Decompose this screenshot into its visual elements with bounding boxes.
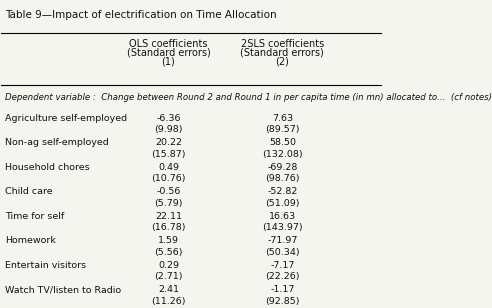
Text: Non-ag self-employed: Non-ag self-employed bbox=[5, 138, 109, 147]
Text: -71.97: -71.97 bbox=[267, 236, 298, 245]
Text: 0.29: 0.29 bbox=[158, 261, 179, 270]
Text: (89.57): (89.57) bbox=[265, 125, 300, 134]
Text: (92.85): (92.85) bbox=[265, 297, 300, 306]
Text: (Standard errors): (Standard errors) bbox=[241, 48, 324, 58]
Text: (15.87): (15.87) bbox=[151, 150, 185, 159]
Text: (132.08): (132.08) bbox=[262, 150, 303, 159]
Text: 16.63: 16.63 bbox=[269, 212, 296, 221]
Text: Homework: Homework bbox=[5, 236, 56, 245]
Text: (16.78): (16.78) bbox=[151, 223, 185, 232]
Text: (51.09): (51.09) bbox=[265, 199, 300, 208]
Text: 2.41: 2.41 bbox=[158, 286, 179, 294]
Text: 1.59: 1.59 bbox=[158, 236, 179, 245]
Text: OLS coefficients: OLS coefficients bbox=[129, 39, 208, 49]
Text: (11.26): (11.26) bbox=[151, 297, 185, 306]
Text: (2.71): (2.71) bbox=[154, 272, 183, 281]
Text: 58.50: 58.50 bbox=[269, 138, 296, 147]
Text: (2): (2) bbox=[276, 57, 289, 67]
Text: Dependent variable :  Change between Round 2 and Round 1 in per capita time (in : Dependent variable : Change between Roun… bbox=[5, 93, 492, 102]
Text: Watch TV/listen to Radio: Watch TV/listen to Radio bbox=[5, 286, 122, 294]
Text: (1): (1) bbox=[161, 57, 175, 67]
Text: (5.79): (5.79) bbox=[154, 199, 183, 208]
Text: (5.56): (5.56) bbox=[154, 248, 183, 257]
Text: -69.28: -69.28 bbox=[267, 163, 298, 172]
Text: 0.49: 0.49 bbox=[158, 163, 179, 172]
Text: -7.17: -7.17 bbox=[270, 261, 295, 270]
Text: Table 9—Impact of electrification on Time Allocation: Table 9—Impact of electrification on Tim… bbox=[5, 10, 277, 20]
Text: (Standard errors): (Standard errors) bbox=[126, 48, 211, 58]
Text: (22.26): (22.26) bbox=[265, 272, 300, 281]
Text: Agriculture self-employed: Agriculture self-employed bbox=[5, 114, 127, 123]
Text: (10.76): (10.76) bbox=[151, 174, 185, 183]
Text: 7.63: 7.63 bbox=[272, 114, 293, 123]
Text: Entertain visitors: Entertain visitors bbox=[5, 261, 86, 270]
Text: -52.82: -52.82 bbox=[267, 187, 298, 196]
Text: -0.56: -0.56 bbox=[156, 187, 181, 196]
Text: 22.11: 22.11 bbox=[155, 212, 182, 221]
Text: (98.76): (98.76) bbox=[265, 174, 300, 183]
Text: (143.97): (143.97) bbox=[262, 223, 303, 232]
Text: Time for self: Time for self bbox=[5, 212, 64, 221]
Text: 20.22: 20.22 bbox=[155, 138, 182, 147]
Text: -1.17: -1.17 bbox=[270, 286, 295, 294]
Text: (9.98): (9.98) bbox=[154, 125, 183, 134]
Text: (50.34): (50.34) bbox=[265, 248, 300, 257]
Text: 2SLS coefficients: 2SLS coefficients bbox=[241, 39, 324, 49]
Text: Household chores: Household chores bbox=[5, 163, 90, 172]
Text: -6.36: -6.36 bbox=[156, 114, 181, 123]
Text: Child care: Child care bbox=[5, 187, 53, 196]
